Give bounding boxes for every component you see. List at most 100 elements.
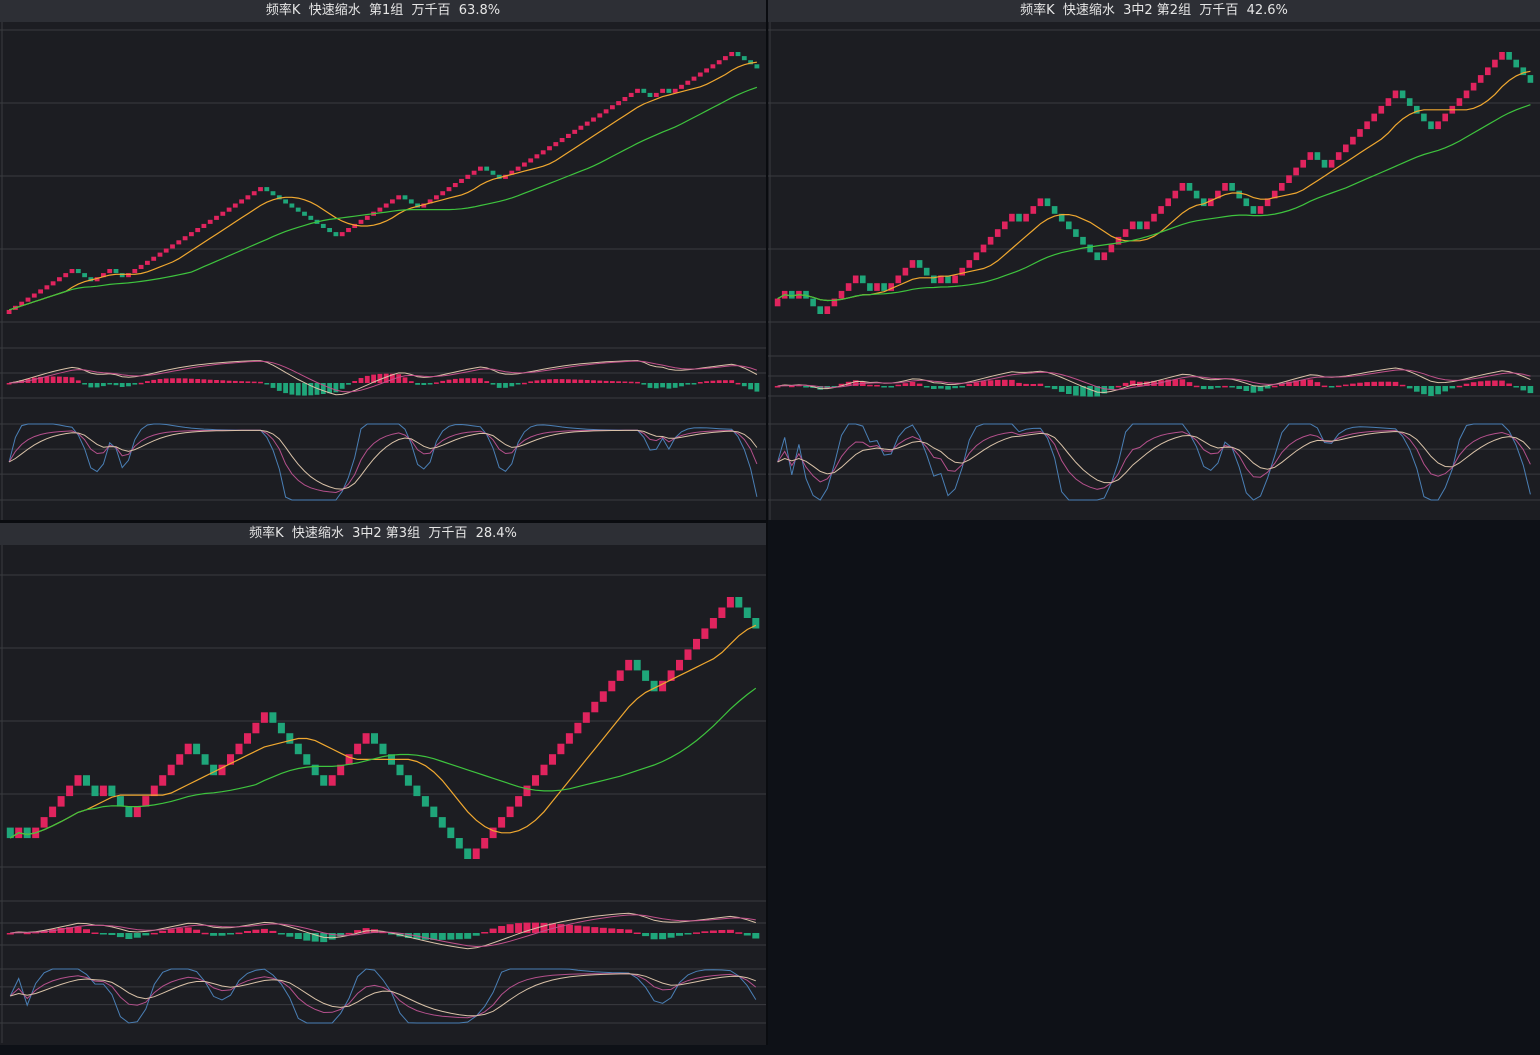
candle-up <box>704 68 709 73</box>
candle-down <box>484 166 490 171</box>
macd-histogram-bar <box>1314 382 1321 386</box>
candle-up <box>1371 113 1377 122</box>
macd-histogram-bar <box>1492 380 1498 386</box>
macd-histogram-bar <box>345 932 353 935</box>
macd-histogram-bar <box>214 380 219 383</box>
candle-up <box>831 298 838 307</box>
candle-up <box>616 670 624 681</box>
candle-up <box>1023 213 1029 222</box>
candle-down <box>91 785 99 797</box>
candle-up <box>472 848 480 859</box>
macd-histogram-bar <box>150 932 158 935</box>
macd-histogram-bar <box>1094 386 1100 397</box>
macd-histogram-bar <box>1385 381 1392 386</box>
candle-up <box>1470 82 1477 91</box>
candle-down <box>1314 152 1321 160</box>
chart-canvas[interactable] <box>0 545 766 1045</box>
macd-histogram-bar <box>666 383 672 389</box>
candle-down <box>1513 59 1519 68</box>
chart-panel-group-2[interactable]: 频率K 快速缩水 3中2 第2组 万千百 42.6% <box>768 0 1540 520</box>
macd-histogram-bar <box>902 383 909 386</box>
candle-down <box>264 187 270 192</box>
macd-histogram-bar <box>390 373 395 383</box>
macd-histogram-bar <box>642 933 650 937</box>
candle-down <box>6 827 14 839</box>
macd-histogram-bar <box>270 383 276 388</box>
macd-histogram-bar <box>195 379 201 383</box>
chart-panel-group-3[interactable]: 频率K 快速缩水 3中2 第3组 万千百 28.4% <box>0 523 766 1045</box>
macd-dea-line <box>777 369 1531 391</box>
macd-histogram-bar <box>1456 385 1463 388</box>
candle-up <box>195 228 201 233</box>
candle-down <box>413 785 421 797</box>
candle-down <box>633 659 641 671</box>
candle-up <box>557 743 565 755</box>
macd-histogram-bar <box>354 930 362 933</box>
macd-histogram-bar <box>277 933 285 935</box>
macd-histogram-bar <box>6 383 12 385</box>
candle-up <box>459 178 464 183</box>
candle-up <box>434 195 439 200</box>
macd-histogram-bar <box>163 378 169 383</box>
candle-up <box>498 817 506 828</box>
macd-dea-line <box>9 360 758 393</box>
candle-up <box>1392 90 1399 99</box>
panel-title: 频率K 快速缩水 第1组 万千百 63.8% <box>0 0 766 22</box>
macd-histogram-bar <box>748 383 753 390</box>
candle-up <box>362 733 370 744</box>
macd-histogram-bar <box>1208 386 1214 390</box>
candle-up <box>701 628 709 639</box>
candle-up <box>909 260 916 268</box>
macd-histogram-bar <box>1442 386 1448 392</box>
macd-histogram-bar <box>1144 381 1150 386</box>
candle-up <box>1179 183 1186 191</box>
candle-up <box>49 806 57 818</box>
candle-down <box>311 764 319 776</box>
chart-canvas[interactable] <box>768 22 1540 520</box>
candle-down <box>1051 206 1058 214</box>
candle-up <box>390 199 395 204</box>
macd-histogram-bar <box>987 380 994 386</box>
candle-up <box>625 659 633 671</box>
candle-up <box>74 775 82 786</box>
macd-histogram-bar <box>676 933 683 936</box>
macd-histogram-bar <box>1485 380 1491 386</box>
macd-histogram-bar <box>63 376 69 383</box>
candle-down <box>1428 121 1434 130</box>
macd-histogram-bar <box>352 381 358 383</box>
candle-up <box>980 244 987 253</box>
candle-up <box>101 273 106 278</box>
macd-histogram-bar <box>931 386 937 389</box>
candle-up <box>159 775 167 786</box>
candle-down <box>1229 183 1235 191</box>
macd-histogram-bar <box>1051 386 1058 390</box>
macd-histogram-bar <box>528 381 534 383</box>
candle-down <box>430 806 438 818</box>
macd-histogram-bar <box>91 932 99 934</box>
candle-up <box>1271 190 1278 199</box>
candle-down <box>113 269 119 274</box>
macd-histogram-bar <box>176 378 182 383</box>
chart-canvas[interactable] <box>0 22 766 520</box>
macd-histogram-bar <box>803 386 809 388</box>
candle-up <box>710 64 716 69</box>
macd-histogram-bar <box>295 383 301 396</box>
macd-histogram-bar <box>258 381 263 384</box>
candle-up <box>471 170 477 175</box>
macd-histogram-bar <box>672 383 678 388</box>
candle-up <box>1279 183 1285 191</box>
candle-up <box>1357 129 1363 137</box>
candle-down <box>308 215 314 220</box>
candle-down <box>303 754 311 765</box>
macd-histogram-bar <box>729 380 735 383</box>
chart-panel-group-1[interactable]: 频率K 快速缩水 第1组 万千百 63.8% <box>0 0 766 520</box>
horizontal-divider <box>0 520 768 523</box>
ma-long-line <box>9 687 757 839</box>
candle-down <box>931 275 937 284</box>
candle-up <box>709 618 717 629</box>
candle-up <box>19 301 25 306</box>
macd-histogram-bar <box>302 383 307 396</box>
macd-histogram-bar <box>320 383 326 394</box>
macd-histogram-bar <box>308 383 314 396</box>
candle-down <box>447 827 455 839</box>
